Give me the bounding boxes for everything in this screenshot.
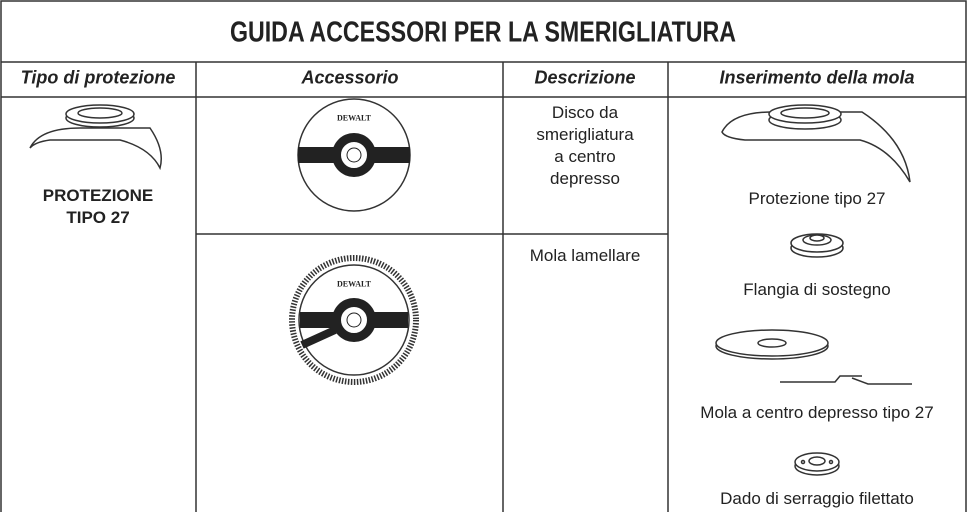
description: smerigliatura	[536, 125, 634, 144]
brand: DEWALT	[337, 113, 371, 123]
title: GUIDA ACCESSORI PER LA SMERIGLIATURA	[229, 16, 737, 49]
assembly-label: Flangia di sostegno	[743, 280, 891, 299]
guard-label: TIPO 27	[66, 208, 130, 227]
header: Tipo di protezione	[20, 67, 176, 88]
guard-icon	[29, 104, 162, 171]
description: depresso	[550, 169, 620, 188]
assembly-label: Mola a centro depresso tipo 27	[700, 403, 934, 422]
description: Mola lamellare	[529, 246, 641, 265]
assembly-label: Dado di serraggio filettato	[720, 489, 914, 508]
guard-assembly-icon	[721, 104, 911, 183]
header: Inserimento della mola	[719, 67, 915, 88]
header: Accessorio	[301, 67, 399, 88]
description: a centro	[554, 147, 616, 166]
disc-icon	[297, 98, 411, 212]
wheel-icon	[715, 329, 912, 385]
brand: DEWALT	[337, 279, 371, 289]
flange-icon	[790, 233, 844, 258]
header: Descrizione	[534, 67, 636, 88]
guard-label: PROTEZIONE	[42, 186, 154, 205]
flap-disc-icon	[289, 255, 419, 385]
nut-icon	[794, 452, 840, 476]
description: Disco da	[551, 103, 619, 122]
assembly-label: Protezione tipo 27	[748, 189, 886, 208]
